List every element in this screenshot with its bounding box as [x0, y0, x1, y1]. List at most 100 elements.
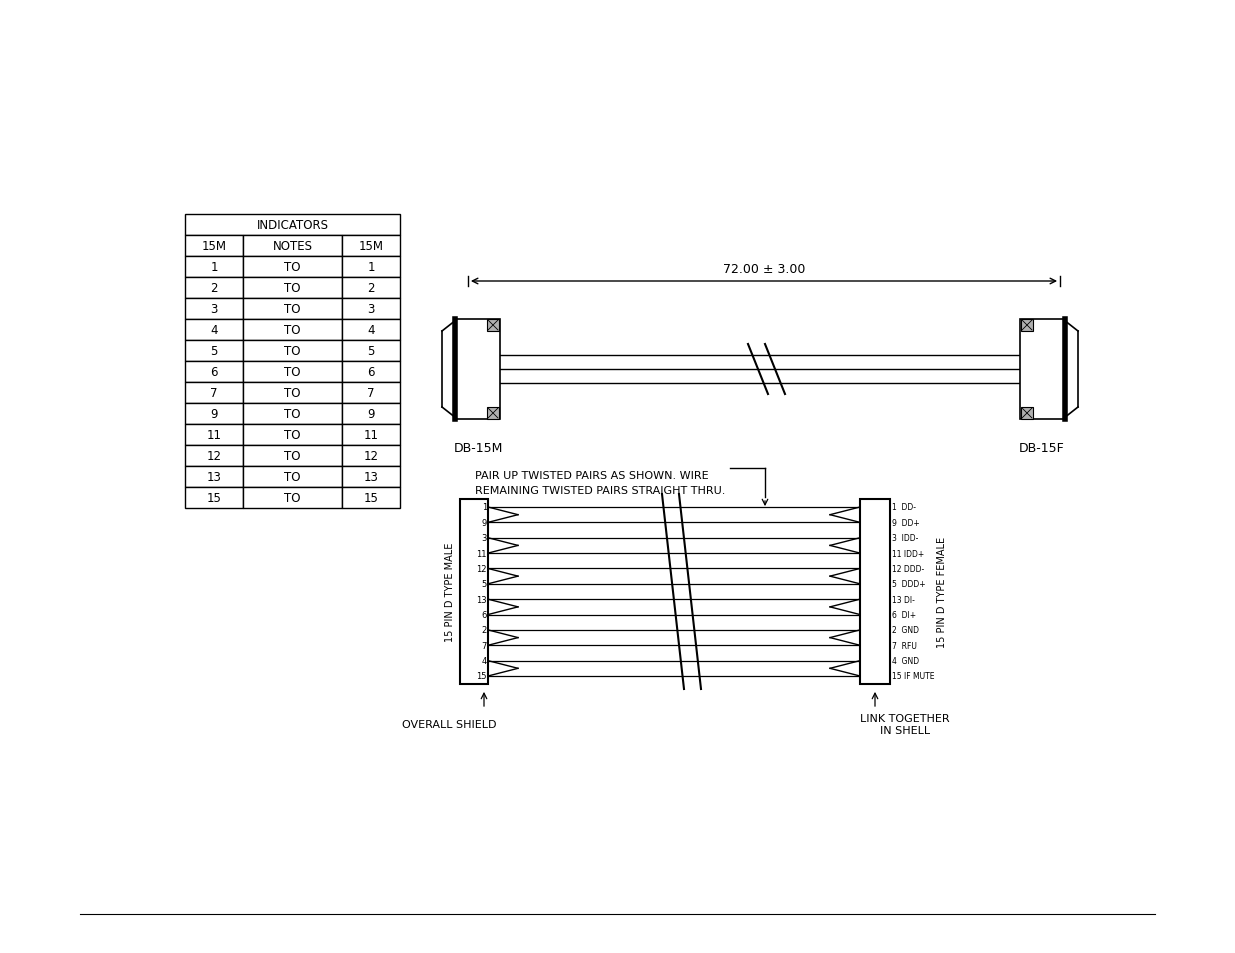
Text: 15: 15	[477, 672, 487, 680]
Bar	[243, 446, 342, 467]
Bar	[342, 382, 400, 403]
Bar	[342, 467, 400, 488]
Text: PAIR UP TWISTED PAIRS AS SHOWN. WIRE: PAIR UP TWISTED PAIRS AS SHOWN. WIRE	[475, 471, 709, 480]
Bar	[243, 467, 342, 488]
Text: 15 PIN D TYPE FEMALE: 15 PIN D TYPE FEMALE	[937, 537, 947, 647]
Text: 7: 7	[367, 387, 374, 399]
Bar	[1021, 319, 1032, 332]
Text: 1  DD-: 1 DD-	[892, 503, 916, 512]
Text: 13 DI-: 13 DI-	[892, 595, 915, 604]
Text: 6: 6	[367, 366, 374, 378]
Text: 6: 6	[482, 611, 487, 619]
Text: 2: 2	[210, 282, 217, 294]
Text: 13: 13	[477, 595, 487, 604]
Bar	[342, 424, 400, 446]
Text: TO: TO	[284, 471, 301, 483]
Text: 3: 3	[367, 303, 374, 315]
Bar	[243, 382, 342, 403]
Bar	[185, 298, 243, 319]
Bar	[487, 408, 499, 419]
Text: TO: TO	[284, 324, 301, 336]
Bar	[456, 319, 500, 419]
Text: TO: TO	[284, 408, 301, 420]
Bar	[185, 214, 400, 235]
Text: 11: 11	[477, 549, 487, 558]
Text: TO: TO	[284, 366, 301, 378]
Text: 4: 4	[482, 657, 487, 665]
Text: 11: 11	[206, 429, 221, 441]
Bar	[1021, 408, 1032, 419]
Bar	[185, 256, 243, 277]
Text: 72.00 ± 3.00: 72.00 ± 3.00	[722, 263, 805, 275]
Bar	[243, 319, 342, 340]
Text: TO: TO	[284, 261, 301, 274]
Bar	[185, 340, 243, 361]
Bar	[185, 277, 243, 298]
Text: 15 PIN D TYPE MALE: 15 PIN D TYPE MALE	[445, 542, 454, 641]
Text: 9: 9	[367, 408, 374, 420]
Text: 1: 1	[367, 261, 374, 274]
Bar	[342, 446, 400, 467]
Bar	[459, 499, 488, 684]
Bar	[243, 424, 342, 446]
Bar	[243, 340, 342, 361]
Text: TO: TO	[284, 303, 301, 315]
Text: TO: TO	[284, 282, 301, 294]
Text: TO: TO	[284, 429, 301, 441]
Bar	[185, 446, 243, 467]
Bar	[243, 403, 342, 424]
Text: 3: 3	[482, 534, 487, 542]
Text: INDICATORS: INDICATORS	[257, 219, 329, 232]
Bar	[342, 298, 400, 319]
Bar	[342, 277, 400, 298]
Bar	[185, 361, 243, 382]
Text: 1: 1	[482, 503, 487, 512]
Text: NOTES: NOTES	[273, 240, 312, 253]
Text: 7: 7	[482, 641, 487, 650]
Bar	[342, 403, 400, 424]
Text: OVERALL SHIELD: OVERALL SHIELD	[401, 720, 496, 729]
Bar	[185, 424, 243, 446]
Bar	[243, 256, 342, 277]
Text: 12: 12	[363, 450, 378, 462]
Text: 11 IDD+: 11 IDD+	[892, 549, 924, 558]
Text: 4: 4	[210, 324, 217, 336]
Text: 2: 2	[367, 282, 374, 294]
Text: DB-15M: DB-15M	[453, 441, 503, 455]
Text: 2  GND: 2 GND	[892, 626, 919, 635]
Text: 3  IDD-: 3 IDD-	[892, 534, 919, 542]
Text: 6: 6	[210, 366, 217, 378]
Bar	[342, 256, 400, 277]
Text: 9  DD+: 9 DD+	[892, 518, 920, 527]
Bar	[243, 277, 342, 298]
Text: 15 IF MUTE: 15 IF MUTE	[892, 672, 935, 680]
Text: 5  DDD+: 5 DDD+	[892, 579, 925, 589]
Bar	[243, 361, 342, 382]
Bar	[487, 319, 499, 332]
Text: 12: 12	[206, 450, 221, 462]
Text: 15: 15	[363, 492, 378, 504]
Bar	[185, 382, 243, 403]
Text: TO: TO	[284, 345, 301, 357]
Text: TO: TO	[284, 492, 301, 504]
Text: TO: TO	[284, 450, 301, 462]
Text: 4: 4	[367, 324, 374, 336]
Text: DB-15F: DB-15F	[1019, 441, 1065, 455]
Text: 15M: 15M	[201, 240, 226, 253]
Text: 13: 13	[363, 471, 378, 483]
Text: 3: 3	[210, 303, 217, 315]
Bar	[185, 467, 243, 488]
Text: 15M: 15M	[358, 240, 384, 253]
Bar	[185, 319, 243, 340]
Text: 5: 5	[367, 345, 374, 357]
Bar	[342, 235, 400, 256]
Text: 9: 9	[210, 408, 217, 420]
Bar	[342, 488, 400, 509]
Bar	[243, 298, 342, 319]
Text: 9: 9	[482, 518, 487, 527]
Bar	[185, 488, 243, 509]
Text: 1: 1	[210, 261, 217, 274]
Bar	[185, 403, 243, 424]
Text: 2: 2	[482, 626, 487, 635]
Text: LINK TOGETHER
IN SHELL: LINK TOGETHER IN SHELL	[861, 713, 950, 735]
